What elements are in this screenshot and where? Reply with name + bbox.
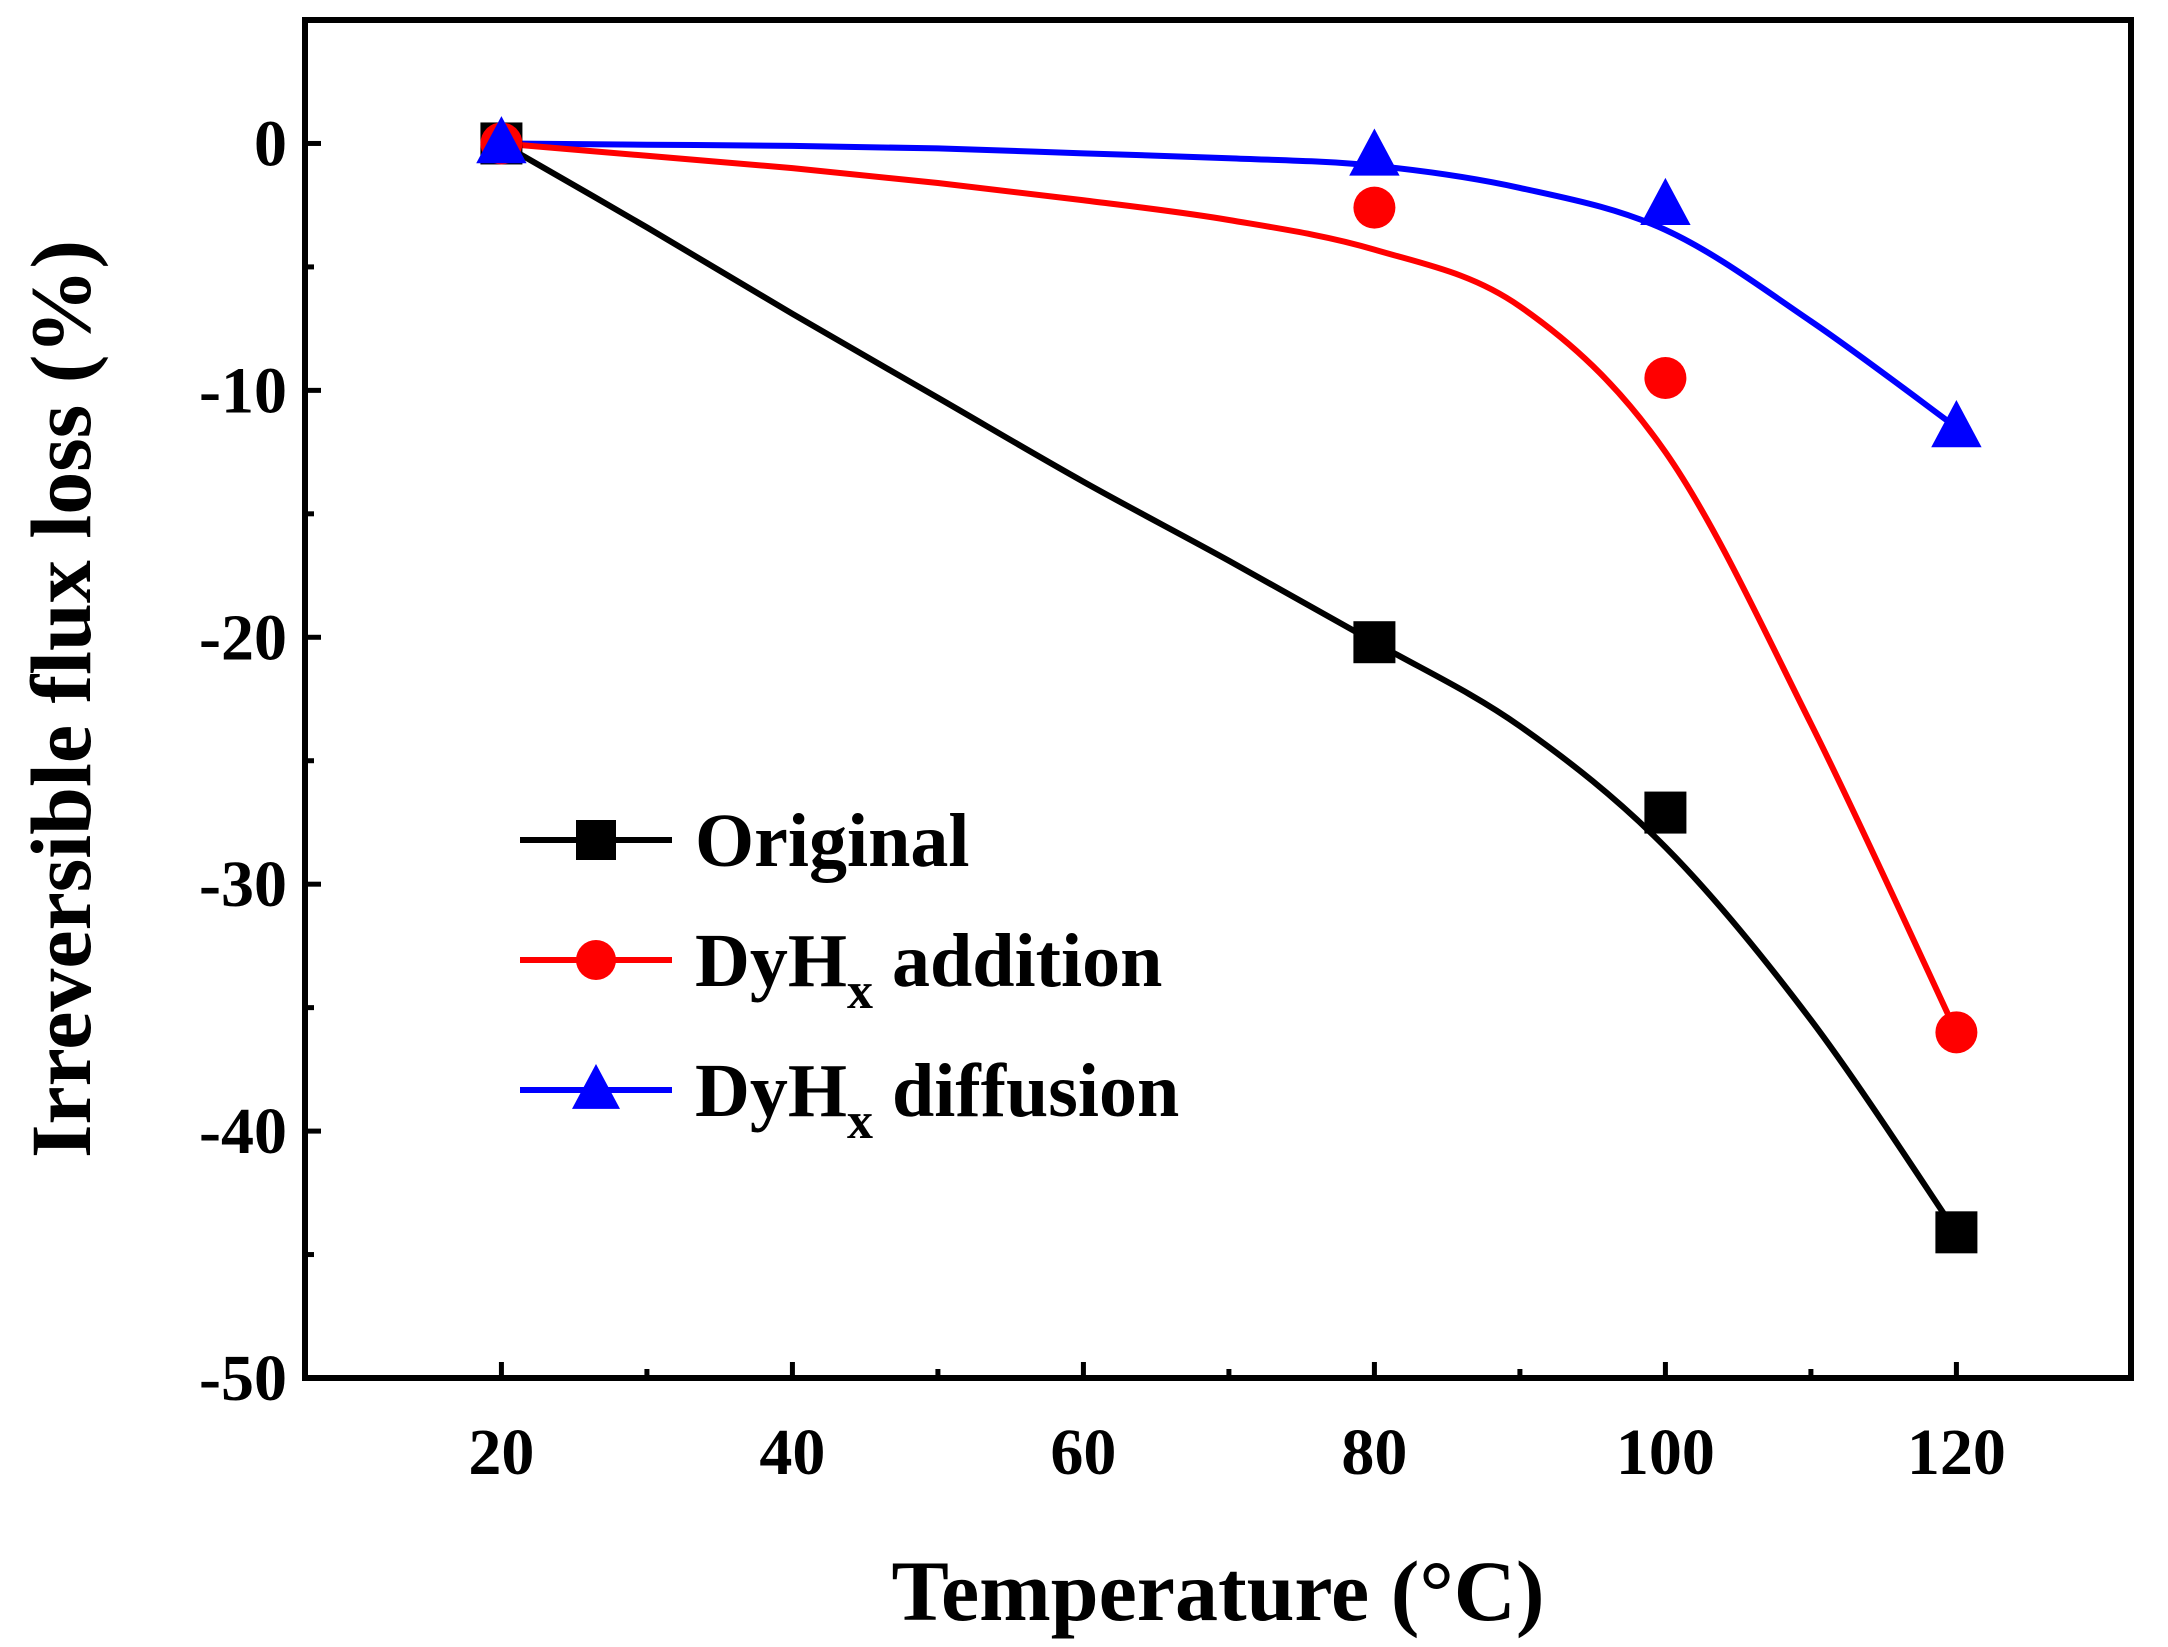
data-point-circle — [1353, 186, 1396, 229]
y-tick-label: -50 — [199, 1342, 287, 1415]
data-point-triangle — [1349, 128, 1400, 176]
data-point-triangle — [476, 116, 527, 164]
x-tick-label: 60 — [1050, 1416, 1116, 1489]
fit-curve-circle — [501, 140, 1960, 1034]
legend-label: DyHx addition — [695, 919, 1162, 1020]
y-axis-title: Irreversible flux loss (%) — [13, 240, 109, 1158]
legend-label: DyHx diffusion — [695, 1049, 1179, 1150]
plot-border — [302, 17, 2134, 1381]
data-point-square — [1353, 621, 1396, 664]
legend-marker-circle — [576, 940, 616, 980]
x-tick-label: 20 — [468, 1416, 534, 1489]
x-tick-label: 120 — [1907, 1416, 2006, 1489]
data-point-triangle — [1640, 177, 1691, 226]
legend-marker-triangle — [572, 1063, 620, 1109]
legend-marker-square — [576, 820, 616, 860]
fit-curve-triangle — [501, 140, 1959, 430]
data-point-circle — [1644, 357, 1687, 400]
data-point-square — [1644, 791, 1687, 834]
plot-frame — [302, 17, 2134, 1381]
x-axis-title: Temperature (°C) — [892, 1543, 1545, 1639]
y-tick-label: -10 — [199, 354, 287, 427]
fit-curve-square — [499, 140, 1959, 1235]
legend: Original DyHx addition DyHx diffusion — [520, 799, 1179, 1150]
data-point-triangle — [1931, 400, 1982, 448]
y-tick-label: 0 — [254, 107, 287, 180]
data-point-square — [1935, 1211, 1978, 1254]
data-markers — [476, 116, 1982, 1254]
y-tick-label: -30 — [199, 848, 287, 921]
legend-label: Original — [695, 799, 969, 883]
fit-curves — [499, 140, 1960, 1235]
axis-ticks: 20 40 60 80 100 120 0 -10 -20 -30 -40 -50 — [199, 107, 2006, 1489]
x-tick-label: 80 — [1341, 1416, 1407, 1489]
x-tick-label: 100 — [1616, 1416, 1715, 1489]
y-tick-label: -20 — [199, 601, 287, 674]
x-tick-label: 40 — [759, 1416, 825, 1489]
y-tick-label: -40 — [199, 1095, 287, 1168]
data-point-circle — [1935, 1011, 1978, 1054]
